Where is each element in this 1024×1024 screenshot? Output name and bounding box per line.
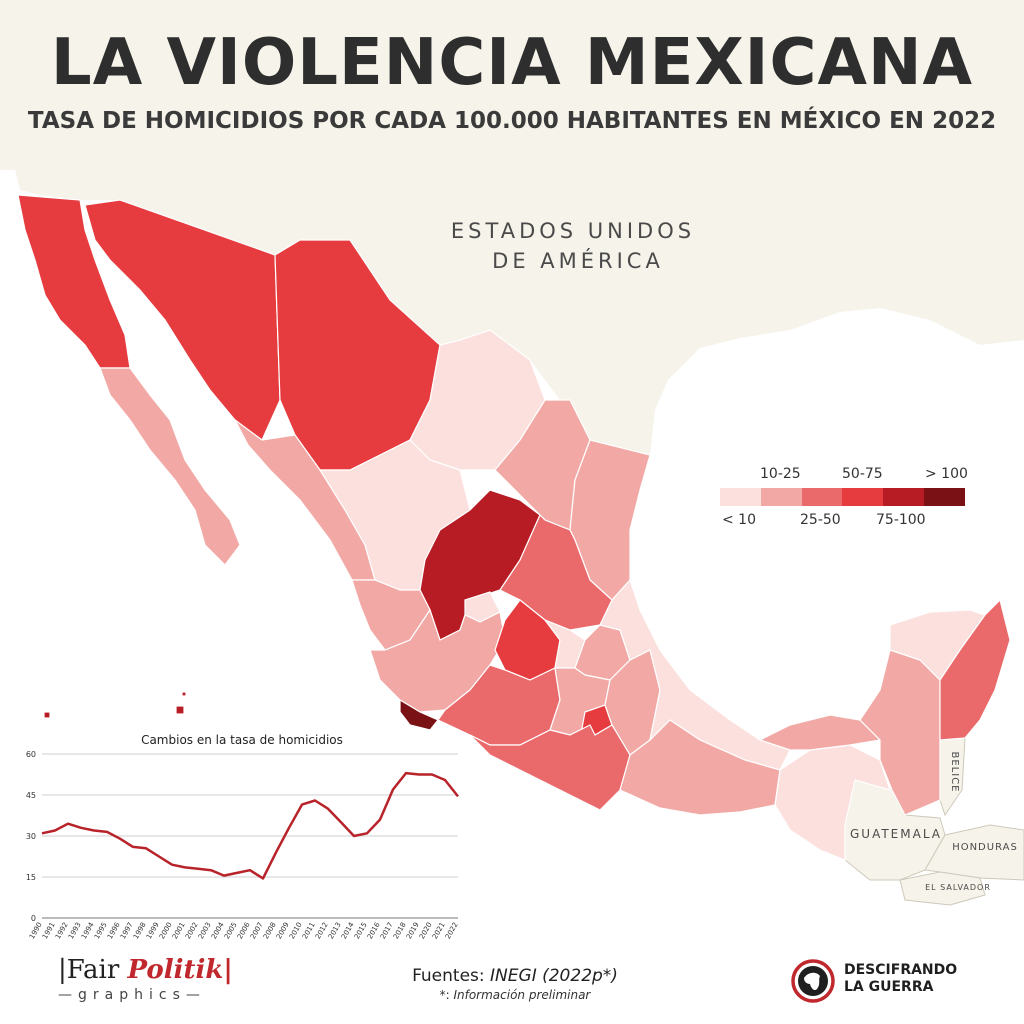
- legend-swatch: [924, 488, 965, 506]
- fair-politik-logo: |Fair Politik| —graphics—: [58, 955, 248, 1015]
- legend-label-25-50: 25-50: [800, 512, 841, 528]
- state-guerrero: [469, 724, 631, 811]
- chart-series-line: [41, 771, 459, 880]
- label-guatemala: GUATEMALA: [850, 827, 942, 841]
- chart-title: Cambios en la tasa de homicidios: [141, 733, 343, 747]
- usa-landmass: [0, 160, 1024, 455]
- fair-politik-graphics: —graphics—: [58, 987, 206, 1003]
- sources-label: Fuentes:: [412, 966, 491, 986]
- fair-politik-wordmark: |Fair Politik|: [58, 955, 248, 985]
- label-el-salvador: EL SALVADOR: [925, 883, 991, 892]
- descifrando-line1: DESCIFRANDO: [844, 962, 958, 978]
- sources-line: Fuentes: INEGI (2022p*): [380, 966, 650, 986]
- label-usa-line2: DE AMÉRICA: [492, 248, 664, 273]
- legend-label-under-10: < 10: [722, 512, 756, 528]
- island-small: [181, 691, 187, 697]
- state-campeche: [859, 649, 941, 816]
- chart-y-tick-label: 15: [26, 873, 36, 882]
- legend-label-over-100: > 100: [925, 466, 968, 482]
- chart-y-tick-label: 0: [31, 914, 36, 923]
- page-subtitle: TASA DE HOMICIDIOS POR CADA 100.000 HABI…: [27, 108, 997, 134]
- preliminary-note: *: Información preliminar: [380, 988, 650, 1002]
- note-value: Información preliminar: [453, 988, 591, 1002]
- legend-label-50-75: 50-75: [842, 466, 883, 482]
- descifrando-la-guerra-logo: DESCIFRANDO LA GUERRA: [790, 958, 990, 1003]
- legend-swatch: [801, 488, 843, 506]
- homicide-rate-line-chart: Cambios en la tasa de homicidios 0 15 30 45…: [26, 733, 460, 940]
- legend-swatch: [760, 488, 802, 506]
- map-legend: 10-25 50-75 > 100 < 10 25-50 75-100: [720, 462, 970, 532]
- chart-x-tick-label: 2022: [444, 921, 460, 940]
- note-star: *:: [439, 988, 454, 1002]
- page-title: LA VIOLENCIA MEXICANA: [50, 26, 974, 100]
- state-quintana-roo: [939, 598, 1011, 741]
- globe-icon: [791, 959, 835, 1003]
- chart-y-tick-label: 45: [26, 791, 36, 800]
- legend-swatch: [883, 488, 925, 506]
- state-colima: [399, 698, 439, 731]
- legend-label-10-25: 10-25: [760, 466, 801, 482]
- label-belice: BELICE: [949, 752, 960, 793]
- honduras-region: [924, 824, 1024, 881]
- legend-swatch: [842, 488, 884, 506]
- legend-label-75-100: 75-100: [876, 512, 926, 528]
- sources-block: Fuentes: INEGI (2022p*) *: Información p…: [380, 966, 650, 1002]
- descifrando-wordmark: DESCIFRANDO LA GUERRA: [844, 962, 957, 996]
- label-usa-line1: ESTADOS UNIDOS: [451, 219, 695, 243]
- chart-y-tick-label: 30: [26, 832, 36, 841]
- sources-value: INEGI (2022p*): [490, 966, 618, 986]
- chart-y-tick-label: 60: [26, 750, 36, 759]
- fair-politik-word-2: Politik|: [127, 955, 233, 985]
- island-west: [43, 711, 51, 719]
- header-background: [0, 0, 1024, 170]
- label-honduras: HONDURAS: [952, 842, 1018, 853]
- legend-color-scale: [720, 488, 965, 506]
- descifrando-line2: LA GUERRA: [844, 979, 934, 995]
- fair-politik-word-1: |Fair: [58, 955, 128, 985]
- state-baja-california-sur: [99, 367, 241, 566]
- legend-swatch: [720, 488, 761, 506]
- island-revillagigedo: [175, 705, 185, 715]
- el-salvador-region: [899, 871, 986, 906]
